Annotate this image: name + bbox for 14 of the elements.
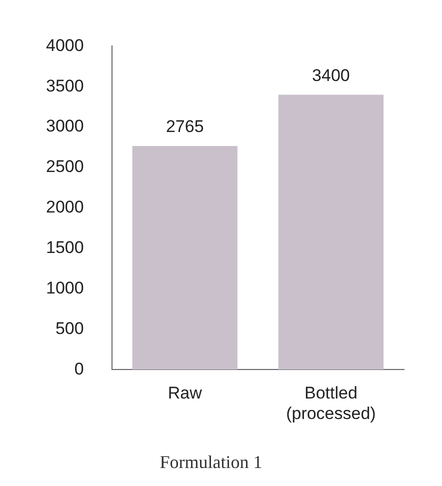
y-tick-label: 1000 <box>46 278 84 298</box>
data-label: 2765 <box>166 117 204 136</box>
y-tick-label: 0 <box>74 359 84 378</box>
text: Formulation 1 <box>160 452 262 472</box>
x-tick-label: Bottled (processed) <box>286 383 376 423</box>
data-label: 3400 <box>312 66 350 85</box>
y-tick-label: 2000 <box>46 198 84 217</box>
y-tick-label: 1500 <box>46 238 84 258</box>
y-tick-label: 3000 <box>46 116 84 136</box>
y-tick-label: 3500 <box>46 76 84 96</box>
y-tick-label: 2500 <box>46 157 84 176</box>
x-tick-label: Raw <box>168 383 203 402</box>
y-tick-label: 4000 <box>46 36 84 55</box>
y-tick-label: 500 <box>55 318 84 338</box>
